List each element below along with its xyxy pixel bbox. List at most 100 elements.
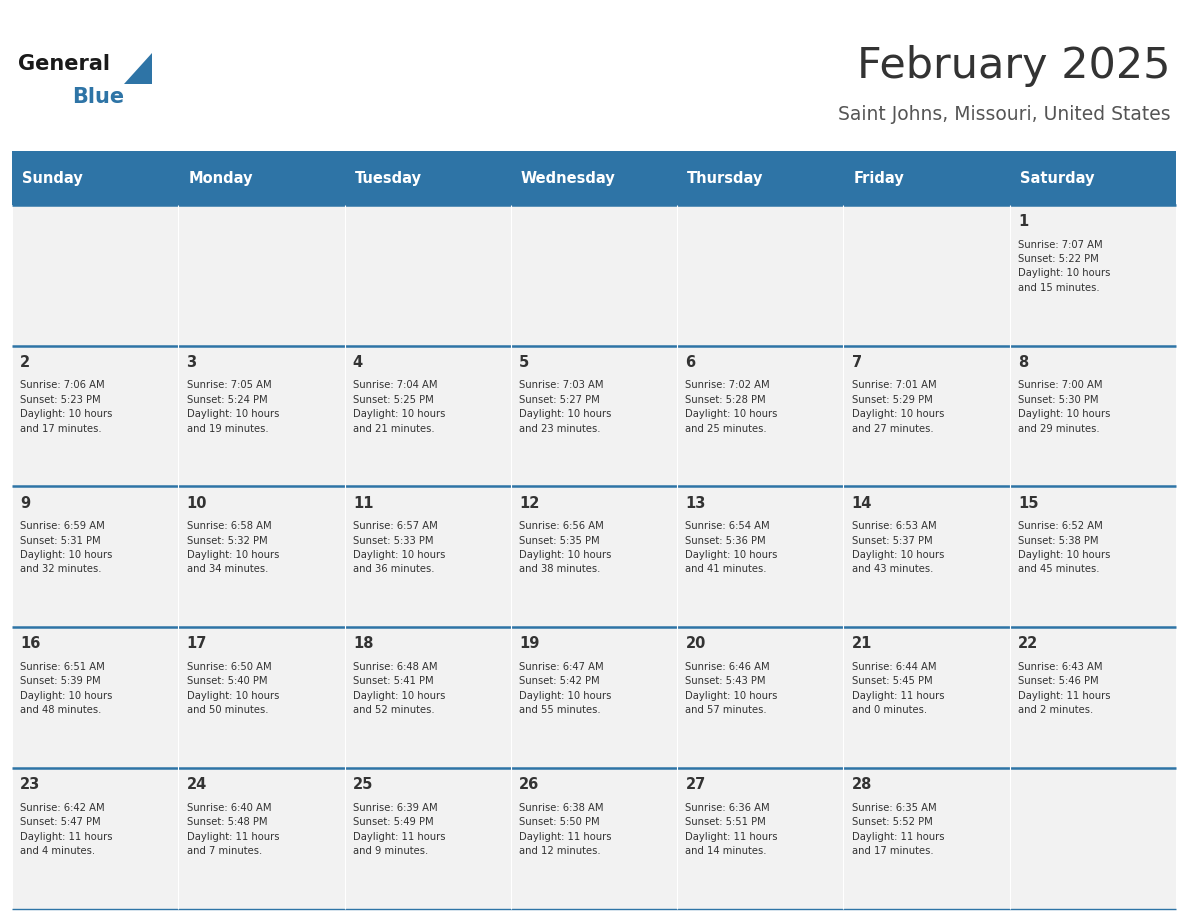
- Text: Sunrise: 7:07 AM
Sunset: 5:22 PM
Daylight: 10 hours
and 15 minutes.: Sunrise: 7:07 AM Sunset: 5:22 PM Dayligh…: [1018, 240, 1111, 293]
- Bar: [1010, 345, 1176, 487]
- Bar: [178, 768, 345, 909]
- Text: Monday: Monday: [188, 171, 253, 185]
- Text: 20: 20: [685, 636, 706, 652]
- Bar: [843, 205, 1010, 345]
- Bar: [178, 487, 345, 627]
- Text: Sunrise: 6:52 AM
Sunset: 5:38 PM
Daylight: 10 hours
and 45 minutes.: Sunrise: 6:52 AM Sunset: 5:38 PM Dayligh…: [1018, 521, 1111, 575]
- Text: 21: 21: [852, 636, 872, 652]
- Text: Sunrise: 6:57 AM
Sunset: 5:33 PM
Daylight: 10 hours
and 36 minutes.: Sunrise: 6:57 AM Sunset: 5:33 PM Dayligh…: [353, 521, 446, 575]
- Text: Sunrise: 6:42 AM
Sunset: 5:47 PM
Daylight: 11 hours
and 4 minutes.: Sunrise: 6:42 AM Sunset: 5:47 PM Dayligh…: [20, 803, 113, 856]
- Text: 19: 19: [519, 636, 539, 652]
- Text: Sunrise: 6:56 AM
Sunset: 5:35 PM
Daylight: 10 hours
and 38 minutes.: Sunrise: 6:56 AM Sunset: 5:35 PM Dayligh…: [519, 521, 612, 575]
- Text: 5: 5: [519, 354, 530, 370]
- Bar: [677, 487, 843, 627]
- Bar: [12, 627, 178, 768]
- Text: Sunrise: 6:38 AM
Sunset: 5:50 PM
Daylight: 11 hours
and 12 minutes.: Sunrise: 6:38 AM Sunset: 5:50 PM Dayligh…: [519, 803, 612, 856]
- Text: 3: 3: [187, 354, 197, 370]
- Text: 23: 23: [20, 778, 40, 792]
- Text: February 2025: February 2025: [857, 45, 1170, 87]
- Text: Sunrise: 6:53 AM
Sunset: 5:37 PM
Daylight: 10 hours
and 43 minutes.: Sunrise: 6:53 AM Sunset: 5:37 PM Dayligh…: [852, 521, 944, 575]
- Text: Sunrise: 7:04 AM
Sunset: 5:25 PM
Daylight: 10 hours
and 21 minutes.: Sunrise: 7:04 AM Sunset: 5:25 PM Dayligh…: [353, 380, 446, 433]
- Bar: [12, 205, 178, 345]
- Text: General: General: [18, 54, 109, 74]
- Text: Sunrise: 6:48 AM
Sunset: 5:41 PM
Daylight: 10 hours
and 52 minutes.: Sunrise: 6:48 AM Sunset: 5:41 PM Dayligh…: [353, 662, 446, 715]
- Bar: [178, 345, 345, 487]
- Text: Tuesday: Tuesday: [354, 171, 422, 185]
- Text: 27: 27: [685, 778, 706, 792]
- Bar: [345, 345, 511, 487]
- Bar: [843, 487, 1010, 627]
- Bar: [677, 627, 843, 768]
- Text: 16: 16: [20, 636, 40, 652]
- Text: 11: 11: [353, 496, 373, 510]
- Text: Sunrise: 6:47 AM
Sunset: 5:42 PM
Daylight: 10 hours
and 55 minutes.: Sunrise: 6:47 AM Sunset: 5:42 PM Dayligh…: [519, 662, 612, 715]
- Text: 10: 10: [187, 496, 207, 510]
- Text: Sunrise: 6:35 AM
Sunset: 5:52 PM
Daylight: 11 hours
and 17 minutes.: Sunrise: 6:35 AM Sunset: 5:52 PM Dayligh…: [852, 803, 944, 856]
- Text: Blue: Blue: [72, 87, 125, 107]
- Text: Sunrise: 6:44 AM
Sunset: 5:45 PM
Daylight: 11 hours
and 0 minutes.: Sunrise: 6:44 AM Sunset: 5:45 PM Dayligh…: [852, 662, 944, 715]
- Bar: [511, 345, 677, 487]
- Bar: [677, 345, 843, 487]
- Text: 22: 22: [1018, 636, 1038, 652]
- Bar: [12, 768, 178, 909]
- Text: Sunrise: 6:58 AM
Sunset: 5:32 PM
Daylight: 10 hours
and 34 minutes.: Sunrise: 6:58 AM Sunset: 5:32 PM Dayligh…: [187, 521, 279, 575]
- Text: 7: 7: [852, 354, 862, 370]
- Text: 17: 17: [187, 636, 207, 652]
- Text: 6: 6: [685, 354, 696, 370]
- Text: Sunrise: 6:46 AM
Sunset: 5:43 PM
Daylight: 10 hours
and 57 minutes.: Sunrise: 6:46 AM Sunset: 5:43 PM Dayligh…: [685, 662, 778, 715]
- Text: Friday: Friday: [853, 171, 904, 185]
- Text: Wednesday: Wednesday: [520, 171, 615, 185]
- Bar: [178, 627, 345, 768]
- Bar: [345, 487, 511, 627]
- Bar: [511, 205, 677, 345]
- Text: 28: 28: [852, 778, 872, 792]
- Bar: [345, 627, 511, 768]
- Bar: [843, 627, 1010, 768]
- Text: Sunrise: 7:06 AM
Sunset: 5:23 PM
Daylight: 10 hours
and 17 minutes.: Sunrise: 7:06 AM Sunset: 5:23 PM Dayligh…: [20, 380, 113, 433]
- Bar: [345, 768, 511, 909]
- Text: 1: 1: [1018, 214, 1029, 229]
- Text: 13: 13: [685, 496, 706, 510]
- Bar: [843, 768, 1010, 909]
- Text: Sunrise: 6:43 AM
Sunset: 5:46 PM
Daylight: 11 hours
and 2 minutes.: Sunrise: 6:43 AM Sunset: 5:46 PM Dayligh…: [1018, 662, 1111, 715]
- Text: 12: 12: [519, 496, 539, 510]
- Text: 2: 2: [20, 354, 31, 370]
- Text: Saturday: Saturday: [1019, 171, 1094, 185]
- Bar: [12, 151, 1176, 205]
- Text: Saint Johns, Missouri, United States: Saint Johns, Missouri, United States: [838, 106, 1170, 124]
- Bar: [677, 205, 843, 345]
- Text: Sunrise: 7:00 AM
Sunset: 5:30 PM
Daylight: 10 hours
and 29 minutes.: Sunrise: 7:00 AM Sunset: 5:30 PM Dayligh…: [1018, 380, 1111, 433]
- Text: 14: 14: [852, 496, 872, 510]
- Text: 8: 8: [1018, 354, 1029, 370]
- Text: Sunrise: 7:03 AM
Sunset: 5:27 PM
Daylight: 10 hours
and 23 minutes.: Sunrise: 7:03 AM Sunset: 5:27 PM Dayligh…: [519, 380, 612, 433]
- Text: 4: 4: [353, 354, 364, 370]
- Bar: [1010, 627, 1176, 768]
- Text: Sunrise: 7:05 AM
Sunset: 5:24 PM
Daylight: 10 hours
and 19 minutes.: Sunrise: 7:05 AM Sunset: 5:24 PM Dayligh…: [187, 380, 279, 433]
- Text: Sunrise: 6:51 AM
Sunset: 5:39 PM
Daylight: 10 hours
and 48 minutes.: Sunrise: 6:51 AM Sunset: 5:39 PM Dayligh…: [20, 662, 113, 715]
- Text: 26: 26: [519, 778, 539, 792]
- Text: Sunrise: 6:59 AM
Sunset: 5:31 PM
Daylight: 10 hours
and 32 minutes.: Sunrise: 6:59 AM Sunset: 5:31 PM Dayligh…: [20, 521, 113, 575]
- Bar: [511, 487, 677, 627]
- Text: 9: 9: [20, 496, 31, 510]
- Text: Sunrise: 7:02 AM
Sunset: 5:28 PM
Daylight: 10 hours
and 25 minutes.: Sunrise: 7:02 AM Sunset: 5:28 PM Dayligh…: [685, 380, 778, 433]
- Bar: [345, 205, 511, 345]
- Bar: [677, 768, 843, 909]
- Text: 24: 24: [187, 778, 207, 792]
- Bar: [12, 487, 178, 627]
- Text: Sunrise: 6:50 AM
Sunset: 5:40 PM
Daylight: 10 hours
and 50 minutes.: Sunrise: 6:50 AM Sunset: 5:40 PM Dayligh…: [187, 662, 279, 715]
- Bar: [12, 345, 178, 487]
- Text: Thursday: Thursday: [687, 171, 764, 185]
- Bar: [178, 205, 345, 345]
- Text: 25: 25: [353, 778, 373, 792]
- Bar: [511, 768, 677, 909]
- Bar: [511, 627, 677, 768]
- Bar: [1010, 768, 1176, 909]
- Text: Sunrise: 6:36 AM
Sunset: 5:51 PM
Daylight: 11 hours
and 14 minutes.: Sunrise: 6:36 AM Sunset: 5:51 PM Dayligh…: [685, 803, 778, 856]
- Text: Sunrise: 6:40 AM
Sunset: 5:48 PM
Daylight: 11 hours
and 7 minutes.: Sunrise: 6:40 AM Sunset: 5:48 PM Dayligh…: [187, 803, 279, 856]
- Bar: [843, 345, 1010, 487]
- Text: Sunrise: 7:01 AM
Sunset: 5:29 PM
Daylight: 10 hours
and 27 minutes.: Sunrise: 7:01 AM Sunset: 5:29 PM Dayligh…: [852, 380, 944, 433]
- Text: Sunrise: 6:39 AM
Sunset: 5:49 PM
Daylight: 11 hours
and 9 minutes.: Sunrise: 6:39 AM Sunset: 5:49 PM Dayligh…: [353, 803, 446, 856]
- Text: 18: 18: [353, 636, 373, 652]
- Text: Sunday: Sunday: [21, 171, 83, 185]
- Bar: [1010, 205, 1176, 345]
